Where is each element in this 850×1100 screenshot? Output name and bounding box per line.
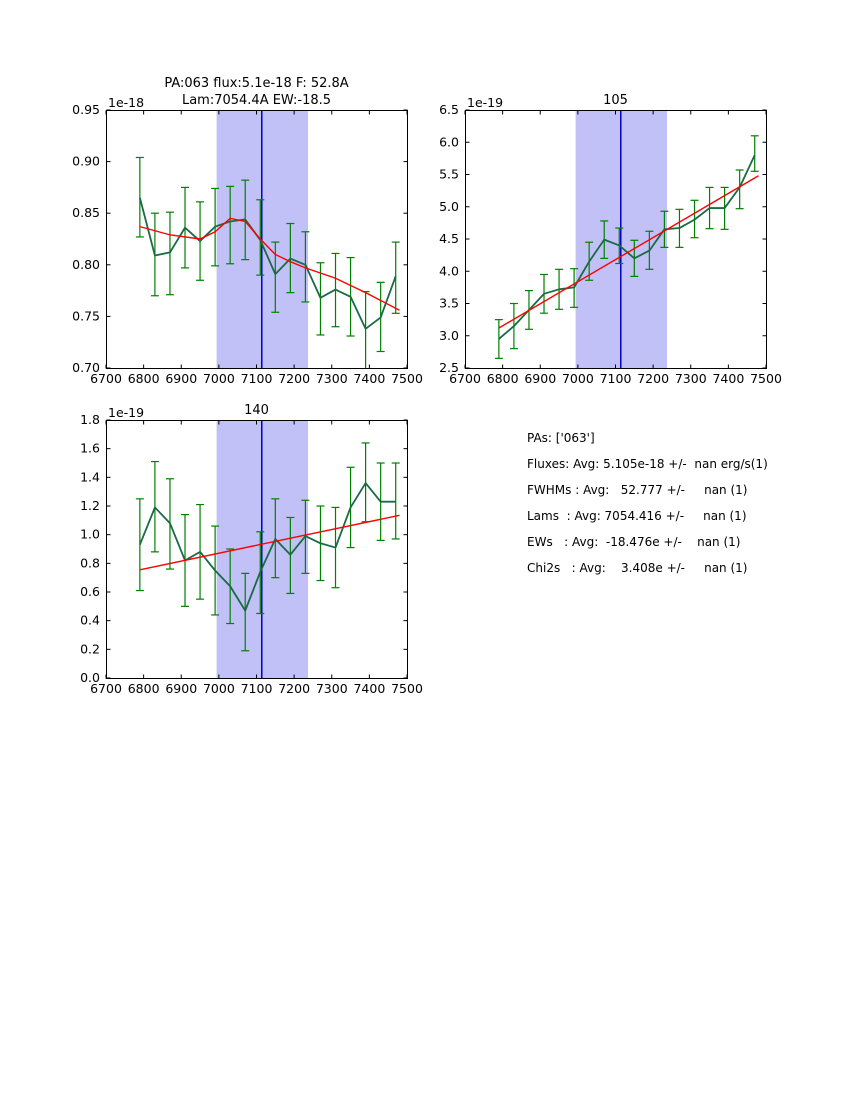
subplot-105: 6700 6800 6900 7000 7100 7200 7300 7400 7500 2.5 3…: [399, 58, 784, 403]
x-tick-label: 6900: [165, 371, 197, 386]
data-line: [498, 154, 756, 340]
x-tick-label: 6900: [524, 371, 556, 386]
y-tick-label: 0.75: [72, 308, 100, 323]
y-tick-label: 5.0: [439, 199, 459, 214]
y-tick-label: 3.0: [439, 328, 459, 343]
y-tick-label: 5.5: [439, 167, 459, 182]
plot-title: Lam:7054.4A EW:-18.5: [182, 93, 331, 108]
y-tick-label: 2.5: [439, 360, 459, 375]
y-tick-label: 0.90: [72, 154, 100, 169]
data-line: [138, 197, 397, 330]
y-tick-label: 1.6: [80, 441, 100, 456]
x-tick-label: 7000: [203, 371, 235, 386]
x-tick-label: 6900: [165, 681, 197, 696]
subplot-pa063: 6700 6800 6900 7000 7100 7200 7300 7400 7500 0.70…: [40, 58, 425, 403]
stats-line-pas: PAs: ['063']: [527, 431, 595, 445]
stats-panel: PAs: ['063'] Fluxes: Avg: 5.105e-18 +/- …: [527, 432, 768, 588]
plot-title: 140: [244, 403, 269, 418]
stats-line-fwhms: FWHMs : Avg: 52.777 +/- nan (1): [527, 483, 748, 497]
y-tick-label: 0.85: [72, 205, 100, 220]
x-tick-label: 6800: [128, 681, 160, 696]
x-tick-label: 7500: [391, 681, 423, 696]
stats-line-lams: Lams : Avg: 7054.416 +/- nan (1): [527, 509, 747, 523]
data-line: [139, 482, 396, 612]
y-tick-label: 0.8: [80, 555, 100, 570]
y-tick-label: 4.0: [439, 263, 459, 278]
fit-line: [139, 217, 400, 311]
plot-svg: 6700 6800 6900 7000 7100 7200 7300 7400 7500 0.0 0…: [80, 403, 423, 696]
y-tick-label: 0.4: [80, 613, 100, 628]
y-tick-label: 1.0: [80, 527, 100, 542]
x-tick-label: 7200: [278, 681, 310, 696]
x-tick-label: 6700: [449, 371, 481, 386]
x-tick-label: 6700: [90, 681, 122, 696]
x-tick-label: 7200: [637, 371, 669, 386]
subplot-140: 6700 6800 6900 7000 7100 7200 7300 7400 7500 0.0 0…: [40, 368, 425, 713]
x-tick-label: 6800: [128, 371, 160, 386]
y-tick-label: 0.2: [80, 641, 100, 656]
y-tick-label: 3.5: [439, 296, 459, 311]
axis-scale-label: 1e-19: [108, 405, 144, 420]
x-tick-label: 7300: [316, 371, 348, 386]
x-tick-label: 6700: [90, 371, 122, 386]
y-tick-label: 1.8: [80, 412, 100, 427]
x-tick-label: 7400: [353, 681, 385, 696]
x-tick-label: 7100: [241, 681, 273, 696]
y-tick-label: 0.6: [80, 584, 100, 599]
stats-line-chi2s: Chi2s : Avg: 3.408e +/- nan (1): [527, 561, 748, 575]
x-tick-label: 7200: [278, 371, 310, 386]
stats-line-ews: EWs : Avg: -18.476e +/- nan (1): [527, 535, 741, 549]
plot-svg: 6700 6800 6900 7000 7100 7200 7300 7400 7500 0.70…: [72, 76, 423, 386]
x-tick-label: 7400: [712, 371, 744, 386]
x-tick-label: 6800: [487, 371, 519, 386]
plot-title: PA:063 flux:5.1e-18 F: 52.8A: [164, 76, 348, 91]
y-tick-label: 0.0: [80, 670, 100, 685]
x-tick-label: 7000: [203, 681, 235, 696]
axis-scale-label: 1e-19: [467, 95, 503, 110]
fit-line: [498, 175, 759, 329]
y-tick-label: 1.2: [80, 498, 100, 513]
x-tick-label: 7300: [675, 371, 707, 386]
fit-line: [139, 514, 400, 571]
y-tick-label: 0.95: [72, 102, 100, 117]
y-tick-label: 6.0: [439, 134, 459, 149]
plot-title: 105: [603, 93, 628, 108]
y-tick-label: 1.4: [80, 469, 100, 484]
x-tick-label: 7000: [562, 371, 594, 386]
y-tick-label: 0.80: [72, 257, 100, 272]
plot-svg: 6700 6800 6900 7000 7100 7200 7300 7400 7500 2.5 3…: [439, 93, 782, 386]
stats-line-fluxes: Fluxes: Avg: 5.105e-18 +/- nan erg/s(1): [527, 457, 768, 471]
x-tick-label: 7500: [391, 371, 423, 386]
x-tick-label: 7100: [241, 371, 273, 386]
axis-scale-label: 1e-18: [108, 95, 144, 110]
x-tick-label: 7400: [353, 371, 385, 386]
x-tick-label: 7300: [316, 681, 348, 696]
y-tick-label: 4.5: [439, 231, 459, 246]
x-tick-label: 7100: [600, 371, 632, 386]
y-tick-label: 0.70: [72, 360, 100, 375]
x-tick-label: 7500: [750, 371, 782, 386]
y-tick-label: 6.5: [439, 102, 459, 117]
